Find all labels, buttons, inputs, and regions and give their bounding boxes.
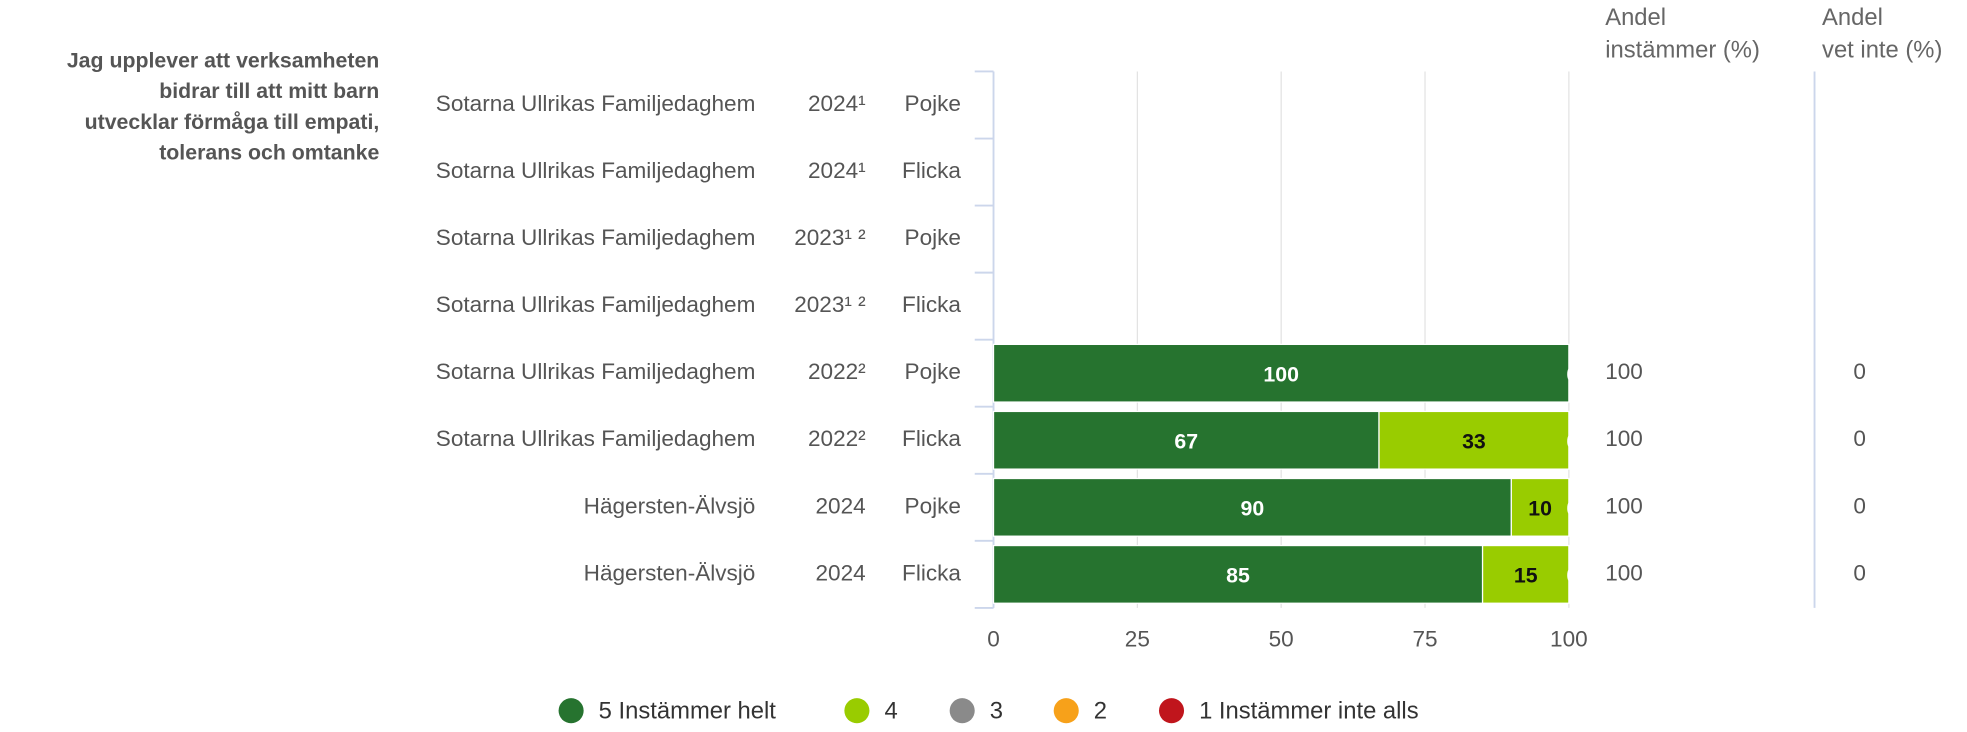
data-label: 100 (1263, 362, 1299, 386)
data-label: 0 (1566, 564, 1578, 588)
category-unit: Sotarna Ullrikas Familjedaghem (436, 225, 756, 250)
category-group: Flicka (902, 560, 961, 585)
category-year: 2022² (808, 359, 866, 384)
category-unit: Sotarna Ullrikas Familjedaghem (436, 359, 756, 384)
column-value: 100 (1605, 493, 1643, 518)
column-value: 0 (1853, 426, 1866, 451)
legend-label: 5 Instämmer helt (599, 697, 777, 724)
column-value: 100 (1605, 426, 1643, 451)
column-value: 0 (1853, 560, 1866, 585)
category-group: Pojke (905, 493, 961, 518)
column-header: instämmer (%) (1605, 37, 1760, 64)
legend-label: 2 (1094, 697, 1107, 724)
bar-segment (1378, 410, 1570, 470)
column-value: 100 (1605, 560, 1643, 585)
legend-marker (949, 698, 975, 724)
column-header: Andel (1605, 4, 1666, 31)
data-label: 0 (1566, 429, 1578, 453)
legend-marker (558, 698, 584, 724)
category-group: Flicka (902, 292, 961, 317)
column-value: 0 (1853, 493, 1866, 518)
data-label: 90 (1241, 496, 1265, 520)
data-label: 0 (1566, 496, 1578, 520)
category-year: 2022² (808, 426, 866, 451)
bar-segment (992, 477, 1512, 537)
category-unit: Sotarna Ullrikas Familjedaghem (436, 426, 756, 451)
category-year: 2024 (816, 560, 866, 585)
data-label: 0 (1566, 362, 1578, 386)
category-unit: Sotarna Ullrikas Familjedaghem (436, 292, 756, 317)
legend-marker (844, 698, 870, 724)
category-year: 2024 (816, 493, 866, 518)
category-group: Flicka (902, 158, 961, 183)
x-tick-label: 50 (1269, 626, 1294, 651)
category-year: 2024¹ (808, 158, 866, 183)
category-group: Pojke (905, 91, 961, 116)
question-label: Jag upplever att verksamheten bidrar till… (67, 48, 380, 164)
category-year: 2024¹ (808, 91, 866, 116)
data-label: 15 (1514, 564, 1538, 588)
x-tick-label: 100 (1550, 626, 1588, 651)
data-label: 85 (1226, 564, 1250, 588)
category-year: 2023¹ ² (794, 292, 866, 317)
legend-label: 4 (884, 697, 897, 724)
column-header: Andel (1822, 4, 1883, 31)
data-label: 33 (1462, 429, 1486, 453)
bar-segment (1481, 544, 1570, 604)
bar-segment (1510, 477, 1570, 537)
column-header: vet inte (%) (1822, 37, 1942, 64)
column-value: 100 (1605, 359, 1643, 384)
data-label: 10 (1528, 496, 1552, 520)
x-tick-label: 75 (1412, 626, 1437, 651)
legend-marker (1053, 698, 1079, 724)
column-value: 0 (1853, 359, 1866, 384)
category-group: Flicka (902, 426, 961, 451)
category-unit: Sotarna Ullrikas Familjedaghem (436, 158, 756, 183)
category-unit: Sotarna Ullrikas Familjedaghem (436, 91, 756, 116)
x-tick-label: 25 (1125, 626, 1150, 651)
category-group: Pojke (905, 359, 961, 384)
bar-segment (992, 343, 1570, 403)
x-tick-label: 0 (987, 626, 1000, 651)
legend-marker (1158, 698, 1185, 724)
bar-segment (992, 544, 1484, 604)
category-year: 2023¹ ² (794, 225, 866, 250)
category-unit: Hägersten-Älvsjö (584, 560, 756, 585)
category-group: Pojke (905, 225, 961, 250)
data-label: 67 (1174, 429, 1198, 453)
legend-label: 1 Instämmer inte alls (1199, 697, 1419, 724)
legend-label: 3 (990, 697, 1003, 724)
category-unit: Hägersten-Älvsjö (584, 493, 756, 518)
